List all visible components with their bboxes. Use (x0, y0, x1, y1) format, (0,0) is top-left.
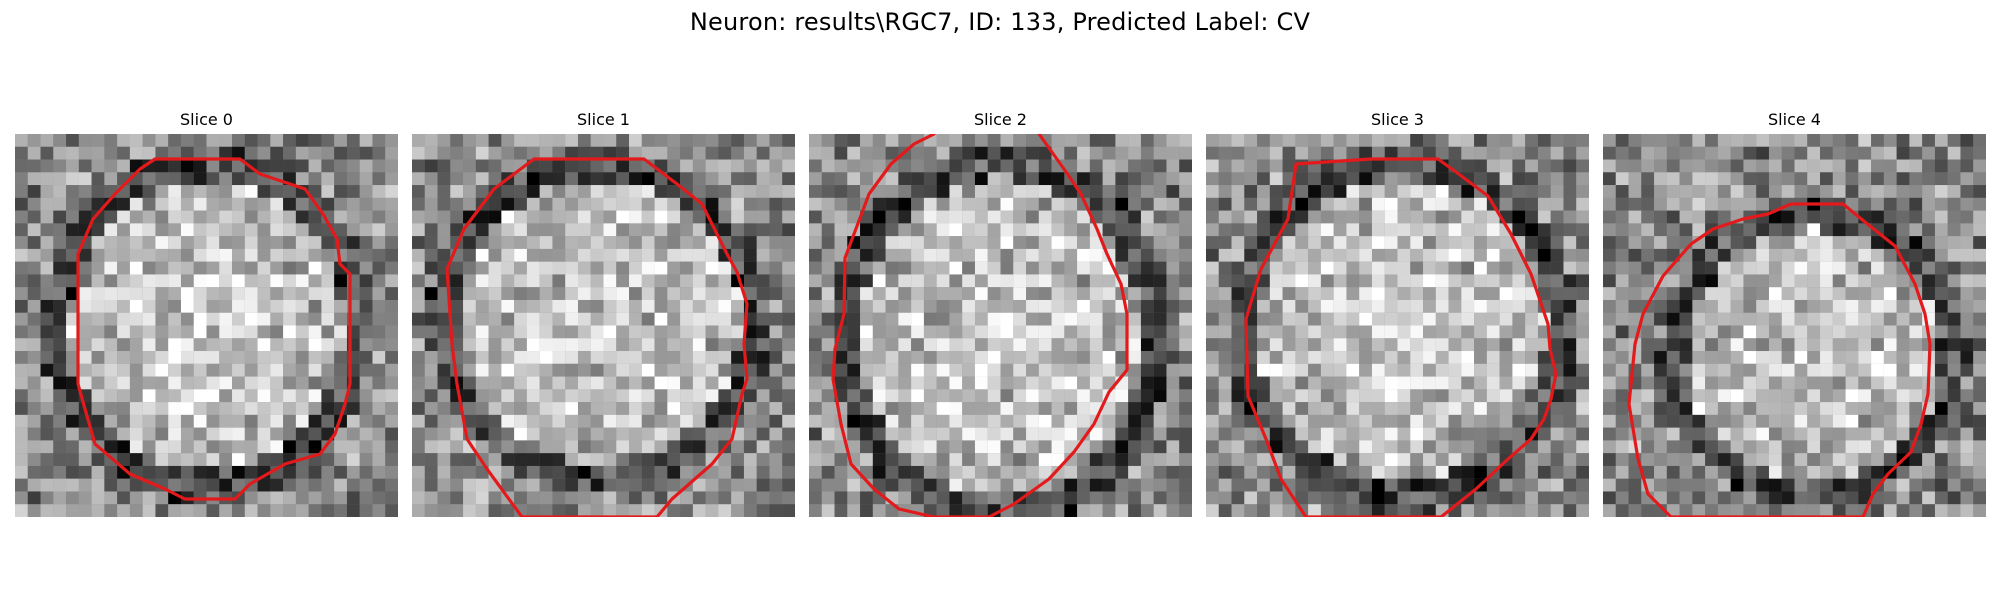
slice-panel-3: Slice 3 (1206, 110, 1589, 520)
slice-title-0: Slice 0 (180, 110, 233, 129)
slice-image-3 (1206, 134, 1589, 517)
slice-panel-0: Slice 0 (15, 110, 398, 520)
slice-image-2 (809, 134, 1192, 517)
figure-title: Neuron: results\RGC7, ID: 133, Predicted… (689, 8, 1311, 36)
slice-panel-4: Slice 4 (1603, 110, 1986, 520)
slice-image-0 (15, 134, 398, 517)
slice-title-1: Slice 1 (577, 110, 630, 129)
slice-title-4: Slice 4 (1768, 110, 1821, 129)
slice-title-3: Slice 3 (1371, 110, 1424, 129)
slice-image-4 (1603, 134, 1986, 517)
slice-panel-1: Slice 1 (412, 110, 795, 520)
slice-title-2: Slice 2 (974, 110, 1027, 129)
slice-panel-2: Slice 2 (809, 110, 1192, 520)
slice-image-1 (412, 134, 795, 517)
